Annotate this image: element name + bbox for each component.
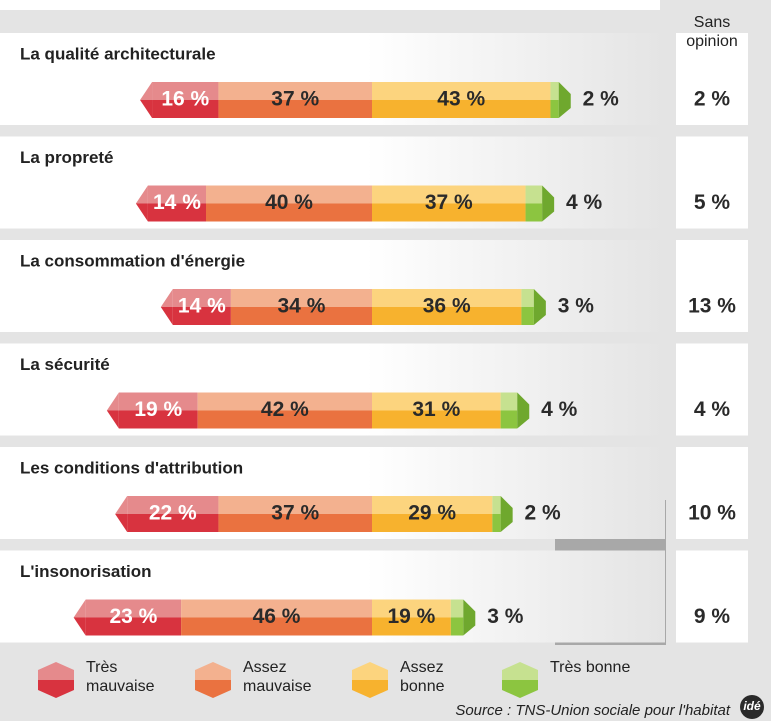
value-label: 3 %	[487, 605, 524, 628]
bar-segment	[451, 600, 463, 636]
value-label: 4 %	[566, 191, 603, 214]
value-label: 36 %	[423, 295, 471, 318]
bar-segment	[550, 82, 558, 118]
value-label: 2 %	[694, 88, 731, 111]
value-label: 46 %	[253, 605, 301, 628]
value-label: 3 %	[558, 295, 595, 318]
value-label: 19 %	[134, 398, 182, 421]
category-label: La propreté	[20, 148, 114, 167]
value-label: 4 %	[541, 398, 578, 421]
value-label: 40 %	[265, 191, 313, 214]
value-label: 42 %	[261, 398, 309, 421]
category-label: Les conditions d'attribution	[20, 458, 243, 477]
bar-segment	[501, 393, 518, 429]
value-label: 37 %	[425, 191, 473, 214]
category-label: La sécurité	[20, 355, 110, 374]
value-label: 22 %	[149, 502, 197, 525]
value-label: 37 %	[271, 502, 319, 525]
value-label: 2 %	[583, 88, 620, 111]
source: Source : TNS-Union sociale pour l'habita…	[455, 702, 730, 719]
value-label: 34 %	[278, 295, 326, 318]
chart: La qualité architecturale 16 % 37 % 43 % 2 %…	[0, 0, 771, 721]
value-label: 4 %	[694, 398, 731, 421]
value-label: 19 %	[387, 605, 435, 628]
sans-opinion-header: Sans opinion	[677, 13, 747, 51]
category-label: L'insonorisation	[20, 562, 152, 581]
value-label: 5 %	[694, 191, 731, 214]
value-label: 43 %	[437, 88, 485, 111]
value-label: 2 %	[525, 502, 562, 525]
legend-label: Assez mauvaise	[243, 658, 333, 696]
value-label: 10 %	[688, 502, 736, 525]
bar-segment	[492, 496, 500, 532]
bar-segment	[526, 186, 543, 222]
value-label: 23 %	[109, 605, 157, 628]
value-label: 37 %	[271, 88, 319, 111]
legend-swatch	[38, 662, 74, 698]
bar-segment	[521, 289, 533, 325]
value-label: 16 %	[161, 88, 209, 111]
legend-swatch	[352, 662, 388, 698]
value-label: 13 %	[688, 295, 736, 318]
value-label: 29 %	[408, 502, 456, 525]
legend-swatch	[195, 662, 231, 698]
sans-opinion-box	[676, 447, 748, 539]
legend-label: Assez bonne	[400, 658, 490, 696]
category-label: La consommation d'énergie	[20, 251, 245, 270]
legend-label: Très mauvaise	[86, 658, 176, 696]
value-label: 14 %	[153, 191, 201, 214]
value-label: 14 %	[178, 295, 226, 318]
value-label: 9 %	[694, 605, 731, 628]
value-label: 31 %	[412, 398, 460, 421]
infographic: La qualité architecturale 16 % 37 % 43 % 2 %…	[0, 0, 771, 721]
sans-opinion-box	[676, 240, 748, 332]
legend-swatch	[502, 662, 538, 698]
sans-opinion-box	[676, 137, 748, 229]
logo: idé	[743, 699, 761, 713]
sans-opinion-box	[676, 551, 748, 643]
sans-opinion-box	[676, 344, 748, 436]
top-strip	[0, 0, 660, 10]
category-label: La qualité architecturale	[20, 44, 216, 63]
legend-label: Très bonne	[550, 658, 640, 677]
